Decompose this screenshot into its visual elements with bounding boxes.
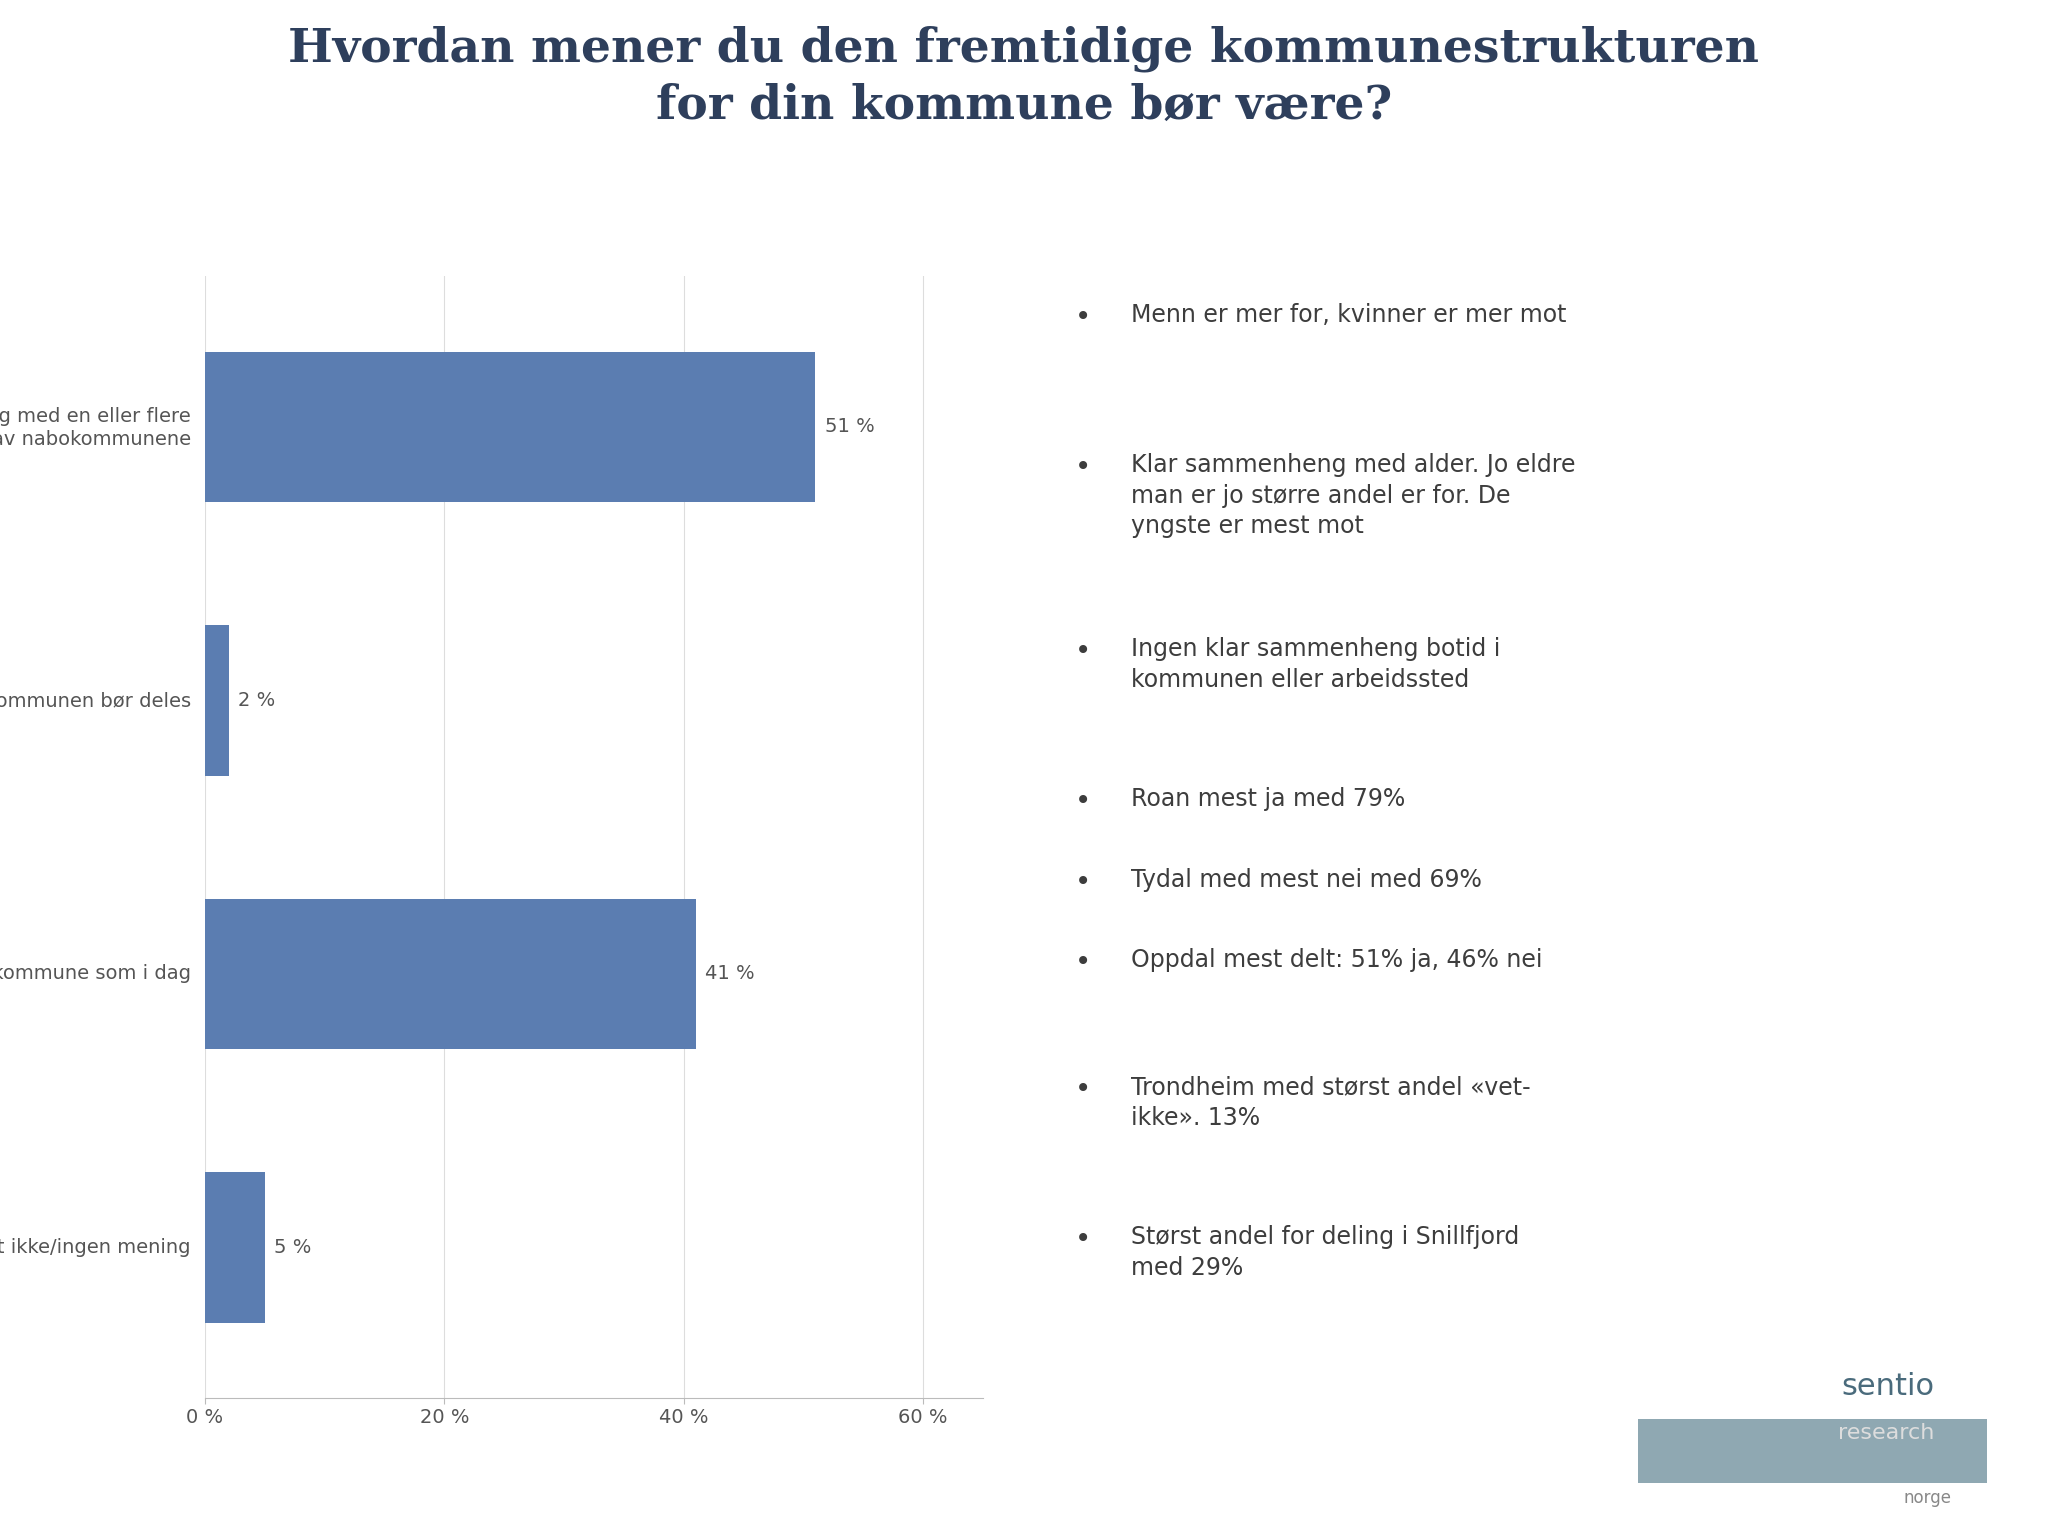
Text: Trondheim med størst andel «vet-
ikke». 13%: Trondheim med størst andel «vet- ikke». … [1130, 1075, 1530, 1130]
Bar [205, 1172, 264, 1322]
Text: •: • [1075, 1226, 1092, 1253]
Bar [205, 352, 815, 502]
Text: Menn er mer for, kvinner er mer mot: Menn er mer for, kvinner er mer mot [1130, 304, 1567, 327]
Bar [205, 899, 696, 1049]
FancyBboxPatch shape [1638, 1419, 1987, 1484]
Text: 5 %: 5 % [274, 1238, 311, 1256]
Text: •: • [1075, 637, 1092, 665]
Text: 51 %: 51 % [825, 418, 874, 436]
Text: •: • [1075, 453, 1092, 481]
Text: Størst andel for deling i Snillfjord
med 29%: Størst andel for deling i Snillfjord med… [1130, 1226, 1520, 1279]
Text: •: • [1075, 304, 1092, 332]
Text: •: • [1075, 868, 1092, 895]
Text: •: • [1075, 949, 1092, 977]
Text: 41 %: 41 % [705, 965, 756, 983]
Bar [205, 625, 229, 776]
Text: •: • [1075, 1075, 1092, 1103]
Text: Klar sammenheng med alder. Jo eldre
man er jo større andel er for. De
yngste er : Klar sammenheng med alder. Jo eldre man … [1130, 453, 1575, 539]
Text: Tydal med mest nei med 69%: Tydal med mest nei med 69% [1130, 868, 1483, 892]
Text: research: research [1837, 1422, 1935, 1442]
Text: Roan mest ja med 79%: Roan mest ja med 79% [1130, 786, 1405, 811]
Text: •: • [1075, 786, 1092, 816]
Text: Oppdal mest delt: 51% ja, 46% nei: Oppdal mest delt: 51% ja, 46% nei [1130, 949, 1542, 972]
Text: Ingen klar sammenheng botid i
kommunen eller arbeidssted: Ingen klar sammenheng botid i kommunen e… [1130, 637, 1501, 693]
Text: 2 %: 2 % [238, 691, 276, 710]
Text: norge: norge [1905, 1488, 1952, 1507]
Text: sentio: sentio [1841, 1372, 1935, 1401]
Text: Hvordan mener du den fremtidige kommunestrukturen
for din kommune bør være?: Hvordan mener du den fremtidige kommunes… [289, 26, 1759, 129]
